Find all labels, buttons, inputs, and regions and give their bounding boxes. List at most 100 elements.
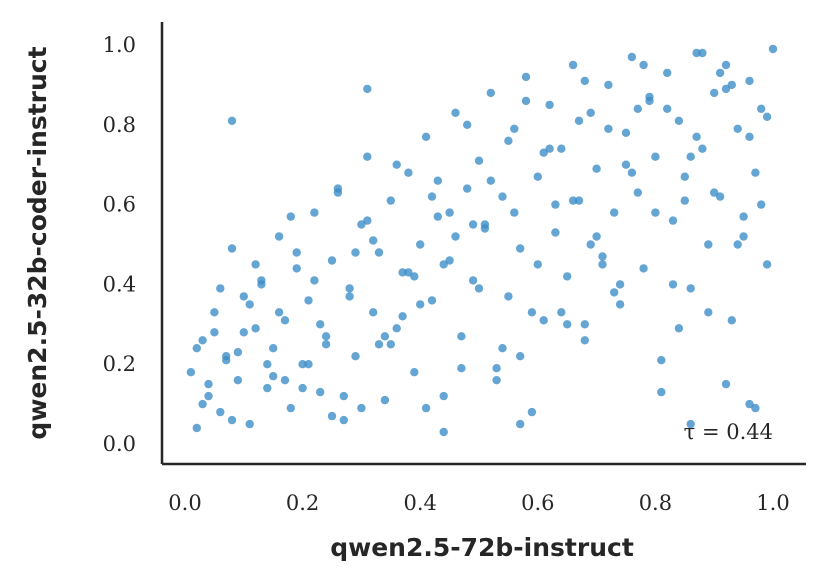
- y-tick-label: 0.2: [103, 352, 136, 376]
- scatter-point: [516, 419, 525, 429]
- scatter-point: [398, 312, 407, 321]
- x-tick-labels: 0.0 0.2 0.4 0.6 0.8 1.0: [168, 491, 789, 515]
- scatter-point: [227, 415, 237, 425]
- scatter-point: [210, 308, 219, 317]
- scatter-point: [263, 360, 272, 369]
- scatter-point: [445, 256, 454, 265]
- scatter-point: [380, 332, 390, 341]
- scatter-point: [468, 220, 478, 229]
- scatter-point: [198, 399, 207, 409]
- scatter-point: [739, 212, 748, 221]
- scatter-point: [321, 340, 331, 349]
- scatter-point: [274, 308, 284, 317]
- scatter-point: [492, 376, 501, 385]
- scatter-point: [686, 152, 695, 161]
- scatter-point: [310, 208, 319, 217]
- scatter-point: [504, 292, 513, 301]
- scatter-point: [421, 132, 431, 141]
- scatter-point: [733, 240, 742, 249]
- y-tick-label: 0.6: [103, 193, 136, 217]
- scatter-point: [715, 68, 725, 78]
- scatter-point: [745, 76, 754, 86]
- scatter-point: [369, 236, 378, 245]
- scatter-point: [386, 340, 395, 349]
- scatter-point: [715, 192, 725, 201]
- scatter-point: [686, 284, 695, 293]
- scatter-point: [392, 324, 401, 333]
- scatter-point: [733, 124, 742, 133]
- scatter-point: [698, 48, 707, 58]
- scatter-point: [516, 352, 525, 361]
- scatter-point: [633, 104, 642, 114]
- scatter-point: [586, 240, 595, 249]
- scatter-point: [363, 84, 372, 94]
- scatter-point: [545, 144, 554, 153]
- scatter-point: [627, 52, 637, 62]
- scatter-point: [521, 96, 531, 106]
- data-points: [186, 44, 778, 437]
- scatter-point: [433, 176, 442, 185]
- scatter-point: [516, 244, 525, 253]
- scatter-point: [651, 208, 660, 217]
- scatter-point: [563, 320, 572, 329]
- scatter-point: [510, 124, 519, 133]
- scatter-point: [739, 232, 748, 241]
- y-tick-label: 0.8: [103, 113, 136, 137]
- scatter-point: [298, 383, 307, 393]
- scatter-point: [463, 120, 472, 129]
- scatter-point: [592, 232, 601, 241]
- scatter-point: [657, 356, 666, 365]
- scatter-point: [374, 248, 384, 257]
- scatter-point: [692, 132, 701, 141]
- scatter-point: [710, 88, 719, 98]
- scatter-point: [663, 104, 672, 114]
- scatter-point: [474, 284, 484, 293]
- scatter-point: [433, 212, 442, 221]
- scatter-point: [445, 208, 454, 217]
- x-axis-title: qwen2.5-72b-instruct: [330, 533, 634, 562]
- scatter-point: [557, 308, 566, 317]
- scatter-point: [768, 44, 778, 54]
- scatter-point: [610, 288, 619, 297]
- scatter-point: [327, 411, 337, 421]
- scatter-point: [233, 348, 243, 357]
- scatter-point: [627, 168, 637, 177]
- scatter-point: [357, 403, 366, 413]
- x-tick-label: 0.8: [639, 491, 672, 515]
- scatter-point: [539, 316, 548, 325]
- scatter-point: [668, 280, 678, 289]
- scatter-point: [498, 192, 507, 201]
- scatter-point: [639, 60, 648, 70]
- scatter-point: [245, 300, 254, 309]
- scatter-point: [745, 399, 754, 409]
- y-axis-title: qwen2.5-32b-coder-instruct: [23, 46, 52, 439]
- scatter-point: [521, 72, 531, 82]
- scatter-point: [351, 248, 360, 257]
- scatter-point: [651, 152, 660, 161]
- scatter-point: [357, 220, 366, 229]
- scatter-point: [674, 116, 684, 126]
- scatter-point: [421, 403, 431, 413]
- scatter-point: [504, 136, 513, 145]
- scatter-point: [398, 268, 407, 277]
- scatter-point: [580, 76, 589, 86]
- scatter-point: [510, 208, 519, 217]
- scatter-point: [286, 403, 295, 413]
- scatter-point: [257, 280, 266, 289]
- scatter-point: [245, 419, 254, 429]
- scatter-point: [239, 292, 248, 301]
- scatter-point: [539, 148, 548, 157]
- scatter-point: [727, 316, 736, 325]
- scatter-point: [527, 407, 537, 417]
- scatter-point: [527, 308, 537, 317]
- scatter-point: [374, 340, 384, 349]
- scatter-point: [762, 260, 772, 269]
- scatter-point: [680, 196, 689, 205]
- scatter-point: [216, 284, 225, 293]
- scatter-point: [210, 328, 219, 337]
- scatter-point: [404, 168, 413, 177]
- scatter-point: [551, 228, 560, 237]
- scatter-point: [457, 332, 466, 341]
- scatter-point: [216, 407, 225, 417]
- scatter-point: [668, 216, 678, 225]
